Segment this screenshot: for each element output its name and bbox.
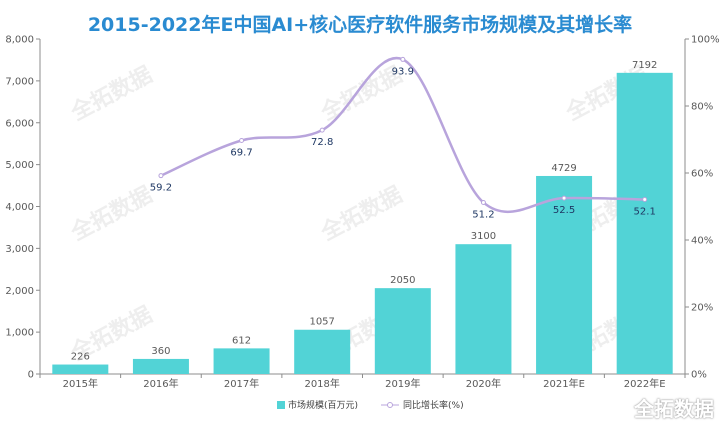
right-tick-label: 60% xyxy=(691,169,713,180)
watermark-text: 全拓数据 xyxy=(66,182,157,247)
x-tick-label: 2022年E xyxy=(624,377,666,390)
bar xyxy=(132,358,189,374)
bar-value-label: 360 xyxy=(151,346,170,357)
growth-rate-point xyxy=(158,173,164,179)
watermark-text: 全拓数据 xyxy=(66,62,157,127)
growth-rate-point xyxy=(642,196,648,202)
bar xyxy=(52,364,109,374)
growth-rate-label: 51.2 xyxy=(472,209,494,220)
corner-watermark: 全拓数据 xyxy=(634,397,714,421)
x-tick-label: 2017年 xyxy=(224,377,259,390)
x-tick-label: 2016年 xyxy=(143,377,178,390)
growth-rate-point xyxy=(480,199,486,205)
growth-rate-point xyxy=(319,127,325,133)
growth-rate-point xyxy=(561,195,567,201)
growth-rate-label: 69.7 xyxy=(230,148,252,159)
left-tick-label: 5,000 xyxy=(5,160,34,171)
legend-swatch-bar xyxy=(277,401,285,409)
watermark-text: 全拓数据 xyxy=(316,182,407,247)
left-tick-label: 4,000 xyxy=(5,202,34,213)
bar-value-label: 7192 xyxy=(632,60,657,71)
growth-rate-label: 59.2 xyxy=(150,183,172,194)
bar-value-label: 3100 xyxy=(471,231,496,242)
right-tick-label: 100% xyxy=(691,35,720,46)
x-tick-label: 2018年 xyxy=(304,377,339,390)
right-tick-label: 20% xyxy=(691,303,713,314)
left-tick-label: 3,000 xyxy=(5,244,34,255)
growth-rate-point xyxy=(400,56,406,62)
bar-value-label: 2050 xyxy=(390,275,415,286)
growth-rate-label: 72.8 xyxy=(311,137,333,148)
right-tick-label: 40% xyxy=(691,236,713,247)
growth-rate-label: 52.1 xyxy=(634,206,656,217)
left-tick-label: 2,000 xyxy=(5,286,34,297)
left-tick-label: 1,000 xyxy=(5,328,34,339)
bar-value-label: 1057 xyxy=(309,317,334,328)
bar xyxy=(455,244,512,374)
legend-label-line: 同比增长率(%) xyxy=(403,399,464,411)
right-tick-label: 0% xyxy=(691,370,707,381)
growth-rate-label: 93.9 xyxy=(392,66,414,77)
bar-value-label: 226 xyxy=(71,352,90,363)
bar xyxy=(616,72,673,375)
left-tick-label: 6,000 xyxy=(5,118,34,129)
bar xyxy=(213,348,270,374)
left-tick-label: 7,000 xyxy=(5,76,34,87)
bar xyxy=(374,288,431,374)
bar-value-label: 612 xyxy=(232,335,251,346)
x-tick-label: 2019年 xyxy=(385,377,420,390)
x-tick-label: 2021年E xyxy=(543,377,585,390)
right-tick-label: 80% xyxy=(691,102,713,113)
x-tick-label: 2015年 xyxy=(63,377,98,390)
chart-title: 2015-2022年E中国AI+核心医疗软件服务市场规模及其增长率 xyxy=(87,14,633,36)
x-tick-label: 2020年 xyxy=(466,377,501,390)
legend-label-bar: 市场规模(百万元) xyxy=(288,399,358,411)
bar xyxy=(294,329,351,374)
growth-rate-point xyxy=(239,138,245,144)
legend-swatch-marker xyxy=(387,402,393,408)
left-tick-label: 0 xyxy=(28,370,34,381)
bar xyxy=(536,175,593,374)
bar-value-label: 4729 xyxy=(551,163,576,174)
left-tick-label: 8,000 xyxy=(5,35,34,46)
growth-rate-label: 52.5 xyxy=(553,205,575,216)
